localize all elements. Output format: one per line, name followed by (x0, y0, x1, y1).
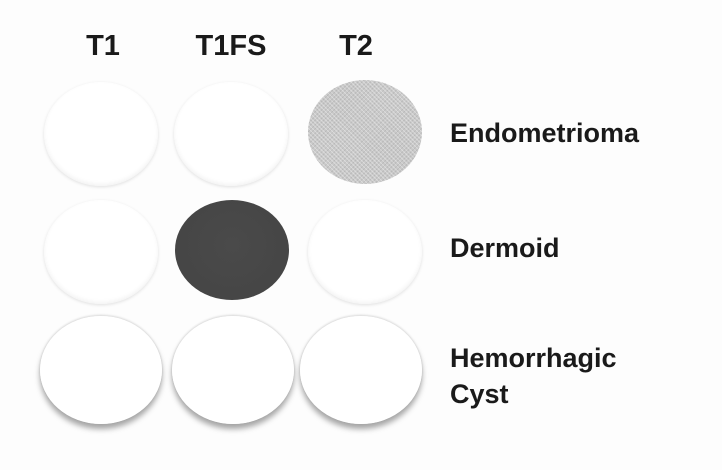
row-label-hemorrhagic-line2: Cyst (450, 379, 509, 409)
column-header-t1fs: T1FS (195, 30, 267, 62)
column-header-t2: T2 (339, 30, 373, 62)
row-label-hemorrhagic-line1: Hemorrhagic (450, 343, 617, 373)
dermoid-t1-circle (44, 200, 158, 304)
row-label-endometrioma: Endometrioma (450, 118, 640, 148)
row-label-dermoid: Dermoid (450, 233, 560, 263)
hemorrhagic-cyst-t1fs-circle (172, 316, 294, 424)
endometrioma-t1-circle (44, 82, 158, 186)
dermoid-t2-circle (308, 200, 422, 304)
column-header-t1: T1 (86, 30, 120, 62)
row-label-hemorrhagic-cyst: Hemorrhagic Cyst (450, 340, 617, 412)
hemorrhagic-cyst-t1-circle (40, 316, 162, 424)
endometrioma-t2-circle (308, 80, 422, 184)
endometrioma-t1fs-circle (174, 82, 288, 186)
dermoid-t1fs-circle (175, 200, 289, 300)
hemorrhagic-cyst-t2-circle (300, 316, 422, 424)
